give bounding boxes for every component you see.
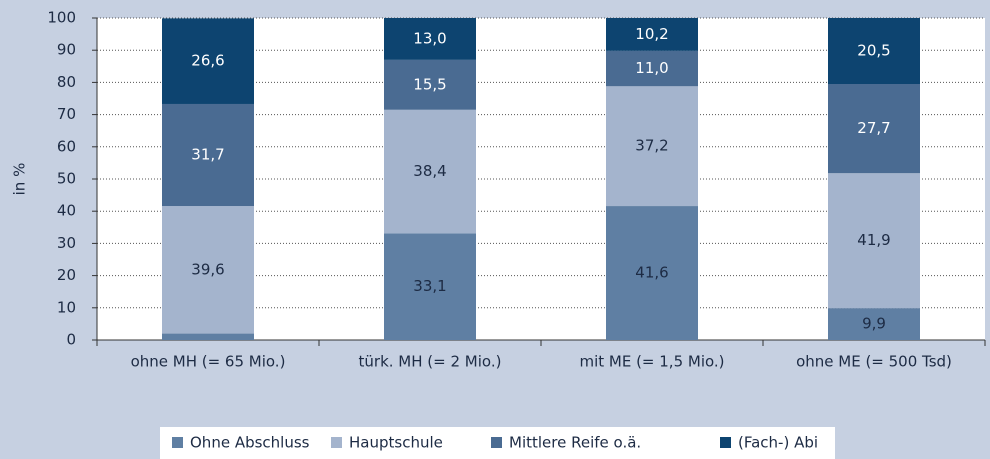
- y-tick-label: 30: [57, 234, 76, 252]
- data-label: 9,9: [862, 315, 886, 333]
- data-label: 20,5: [857, 42, 890, 60]
- bar-segment: [828, 308, 920, 340]
- data-label: 33,1: [413, 277, 446, 295]
- bar-segment: [162, 103, 254, 207]
- data-label: 38,4: [413, 162, 446, 180]
- y-tick-label: 20: [57, 266, 76, 284]
- bar-segment: [606, 86, 698, 207]
- y-tick-label: 70: [57, 105, 76, 123]
- x-tick-label: ohne ME (= 500 Tsd): [796, 353, 952, 371]
- bar-segment: [606, 18, 698, 51]
- y-tick-label: 50: [57, 170, 76, 188]
- x-tick-label: türk. MH (= 2 Mio.): [359, 353, 502, 371]
- bar-segment: [384, 18, 476, 60]
- y-axis-label: in %: [11, 163, 29, 196]
- y-tick-label: 60: [57, 137, 76, 155]
- data-label: 11,0: [635, 59, 668, 77]
- bar-segment: [828, 18, 920, 85]
- y-tick-label: 40: [57, 202, 76, 220]
- bar-segment: [606, 206, 698, 340]
- data-label: 15,5: [413, 75, 446, 93]
- bar-segment: [162, 18, 254, 104]
- data-label: 13,0: [413, 29, 446, 47]
- bar-segment: [606, 50, 698, 87]
- legend-swatch: [720, 437, 731, 448]
- legend-swatch: [172, 437, 183, 448]
- data-label: 37,2: [635, 137, 668, 155]
- x-tick-label: ohne MH (= 65 Mio.): [131, 353, 286, 371]
- y-tick-label: 100: [47, 9, 76, 27]
- legend-swatch: [331, 437, 342, 448]
- data-label: 26,6: [191, 52, 224, 70]
- data-label: 41,6: [635, 264, 668, 282]
- legend-label: Mittlere Reife o.ä.: [509, 434, 641, 452]
- legend-label: (Fach-) Abi: [738, 434, 818, 452]
- bar-segment: [828, 173, 920, 309]
- data-label: 31,7: [191, 146, 224, 164]
- bar-segment: [162, 206, 254, 334]
- bar-segment: [162, 333, 254, 340]
- legend-label: Hauptschule: [349, 434, 443, 452]
- bar-segment: [384, 233, 476, 340]
- legend-swatch: [491, 437, 502, 448]
- data-label: 39,6: [191, 260, 224, 278]
- y-tick-label: 90: [57, 41, 76, 59]
- y-tick-label: 0: [66, 331, 76, 349]
- data-label: 41,9: [857, 231, 890, 249]
- bar-segment: [828, 84, 920, 174]
- bar-segment: [384, 59, 476, 110]
- data-label: 27,7: [857, 119, 890, 137]
- y-tick-label: 10: [57, 298, 76, 316]
- y-tick-label: 80: [57, 73, 76, 91]
- x-tick-label: mit ME (= 1,5 Mio.): [579, 353, 724, 371]
- bar-segment: [384, 109, 476, 234]
- legend-label: Ohne Abschluss: [190, 434, 310, 452]
- data-label: 10,2: [635, 25, 668, 43]
